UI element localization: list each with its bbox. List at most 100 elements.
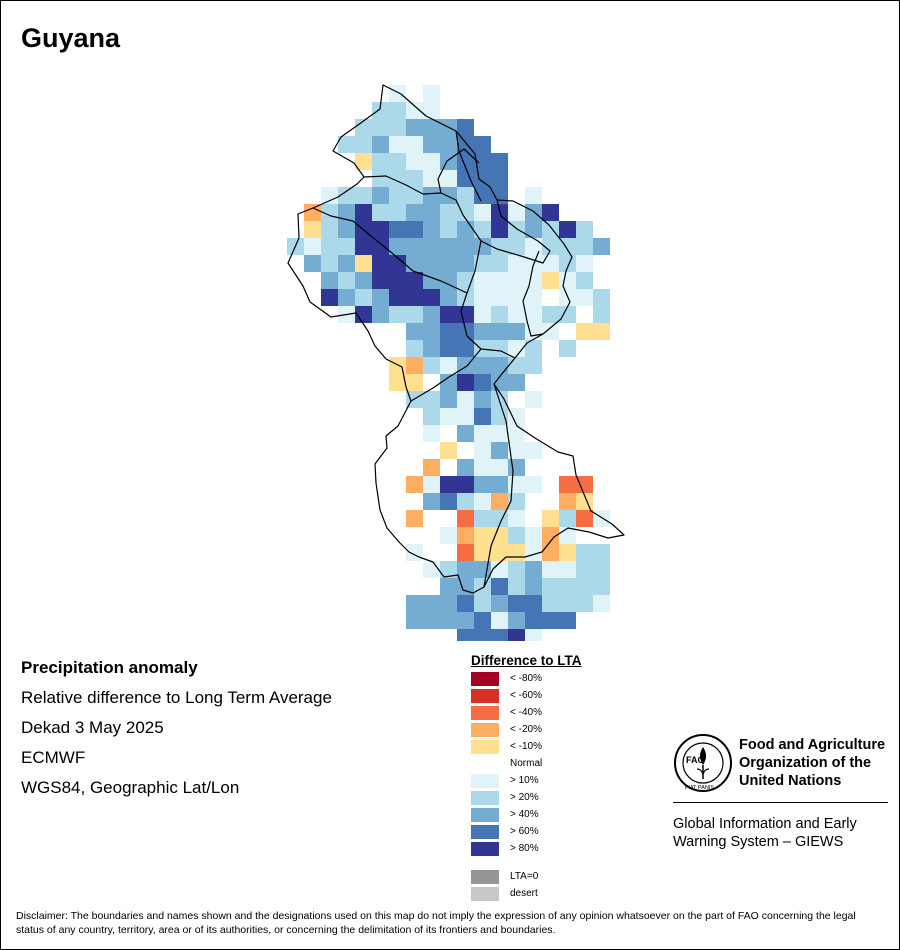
anomaly-cell (508, 510, 525, 527)
anomaly-cell (457, 425, 474, 442)
anomaly-cell (406, 306, 423, 323)
anomaly-cell (457, 340, 474, 357)
anomaly-cell (474, 493, 491, 510)
anomaly-cell (406, 323, 423, 340)
anomaly-cell (440, 476, 457, 493)
anomaly-cell (457, 408, 474, 425)
anomaly-cell (440, 442, 457, 459)
anomaly-cell (576, 595, 593, 612)
org-name-line: Food and Agriculture (739, 737, 886, 753)
anomaly-cell (372, 272, 389, 289)
anomaly-cell (474, 204, 491, 221)
anomaly-cell (525, 306, 542, 323)
anomaly-cell (406, 136, 423, 153)
anomaly-cell (457, 578, 474, 595)
anomaly-cell (593, 544, 610, 561)
anomaly-cell (423, 187, 440, 204)
anomaly-cell (389, 374, 406, 391)
anomaly-cell (457, 136, 474, 153)
anomaly-cell (525, 289, 542, 306)
anomaly-cell (491, 153, 508, 170)
anomaly-cell (389, 204, 406, 221)
anomaly-cell (593, 510, 610, 527)
anomaly-cell (491, 255, 508, 272)
anomaly-cell (474, 425, 491, 442)
anomaly-cell (491, 187, 508, 204)
anomaly-cell (457, 612, 474, 629)
anomaly-cell (355, 238, 372, 255)
anomaly-cell (525, 221, 542, 238)
anomaly-cell (508, 323, 525, 340)
anomaly-cell (508, 612, 525, 629)
anomaly-cell (440, 612, 457, 629)
anomaly-cell (338, 238, 355, 255)
anomaly-cell (576, 272, 593, 289)
anomaly-cell (423, 119, 440, 136)
anomaly-cell (372, 204, 389, 221)
anomaly-cell (372, 136, 389, 153)
anomaly-cell (389, 102, 406, 119)
anomaly-cell (559, 476, 576, 493)
anomaly-cell (474, 136, 491, 153)
legend-label: > 20% (510, 792, 539, 803)
anomaly-cell (508, 561, 525, 578)
anomaly-cell (406, 238, 423, 255)
anomaly-cell (372, 255, 389, 272)
anomaly-cell (559, 561, 576, 578)
anomaly-cell (525, 442, 542, 459)
legend-swatch (471, 706, 499, 720)
anomaly-cell (423, 425, 440, 442)
anomaly-cell (406, 476, 423, 493)
anomaly-cell (389, 357, 406, 374)
legend-swatch (471, 672, 499, 686)
anomaly-cell (491, 595, 508, 612)
anomaly-cell (440, 323, 457, 340)
anomaly-cell (559, 544, 576, 561)
anomaly-cell (491, 544, 508, 561)
anomaly-cell (474, 153, 491, 170)
anomaly-cell (474, 527, 491, 544)
anomaly-cell (508, 357, 525, 374)
anomaly-cell (457, 391, 474, 408)
anomaly-cell (508, 459, 525, 476)
anomaly-cell (440, 527, 457, 544)
giews-name-line: Global Information and Early (673, 816, 857, 832)
fao-motto: FIAT PANIS (685, 785, 714, 791)
legend-label: Normal (510, 758, 543, 769)
anomaly-cell (372, 187, 389, 204)
anomaly-cell (338, 272, 355, 289)
anomaly-cell (525, 476, 542, 493)
anomaly-cell (457, 629, 474, 641)
anomaly-cell (508, 425, 525, 442)
anomaly-cell (542, 595, 559, 612)
anomaly-cell (440, 357, 457, 374)
anomaly-cell (389, 221, 406, 238)
anomaly-cell (389, 187, 406, 204)
anomaly-cell (423, 459, 440, 476)
anomaly-cell (423, 323, 440, 340)
anomaly-cell (508, 255, 525, 272)
anomaly-cell (457, 374, 474, 391)
anomaly-cell (457, 170, 474, 187)
anomaly-cell (474, 187, 491, 204)
fao-letter-f: FAO (686, 755, 705, 765)
anomaly-cell (474, 612, 491, 629)
info-title: Precipitation anomaly (21, 658, 198, 677)
anomaly-cell (423, 136, 440, 153)
anomaly-cell (491, 221, 508, 238)
anomaly-cell (423, 289, 440, 306)
legend-swatch (471, 740, 499, 754)
legend-label: > 40% (510, 809, 539, 820)
anomaly-cell (304, 221, 321, 238)
anomaly-cell (406, 170, 423, 187)
anomaly-cell (457, 119, 474, 136)
legend-swatch (471, 723, 499, 737)
anomaly-cell (304, 238, 321, 255)
anomaly-cell (406, 612, 423, 629)
anomaly-cell (525, 527, 542, 544)
legend-label: desert (510, 888, 538, 899)
anomaly-cell (423, 221, 440, 238)
anomaly-cell (508, 442, 525, 459)
anomaly-cell (508, 544, 525, 561)
anomaly-cell (474, 510, 491, 527)
